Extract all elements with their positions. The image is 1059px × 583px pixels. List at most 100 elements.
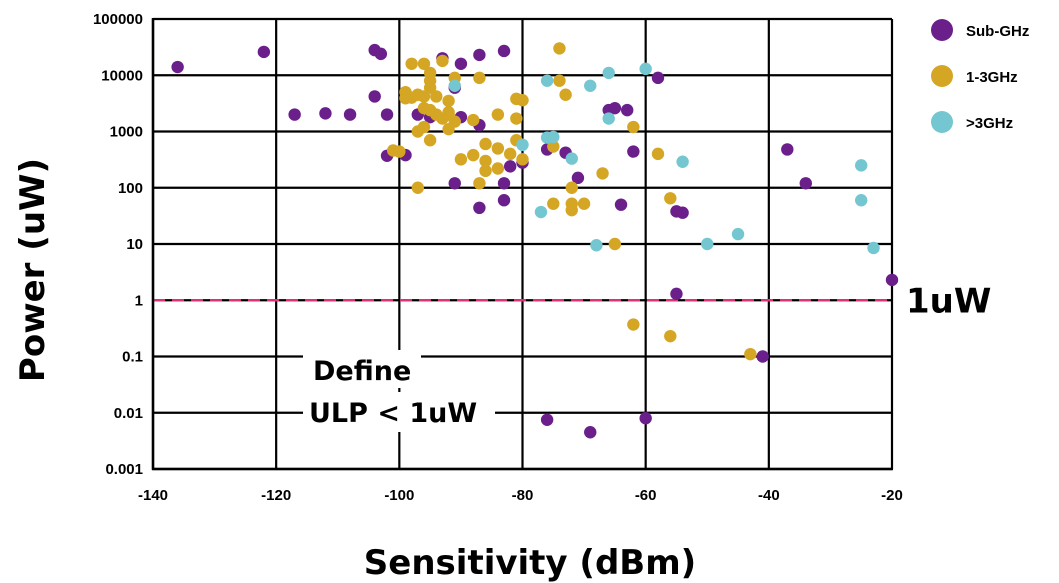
y-axis-title: Power (uW) [13,158,53,382]
data-point-sub-ghz [651,71,665,85]
data-point-sub-ghz [627,145,640,158]
data-point-1-3ghz [547,140,560,153]
data-point-1-3ghz [467,113,480,127]
data-point-sub-ghz [497,194,511,207]
data-point-1-3ghz [454,153,468,166]
data-point-1-3ghz [436,54,449,68]
data-point-sub-ghz [448,177,461,190]
data-point-over-3ghz [565,152,578,165]
data-point-1-3ghz [664,192,677,205]
data-point-1-3ghz [608,237,622,251]
data-point-over-3ghz [867,241,880,255]
data-point-1-3ghz [516,94,529,107]
data-point-over-3ghz [701,237,714,251]
y-tick-label: 10 [126,236,143,253]
data-point-sub-ghz [614,198,628,211]
data-point-over-3ghz [602,112,615,125]
data-point-over-3ghz [590,239,603,252]
data-point-1-3ghz [473,177,486,190]
data-point-sub-ghz [288,108,301,121]
data-point-1-3ghz [565,181,578,194]
data-point-over-3ghz [855,194,868,207]
annotation-group: Define ULP < 1uW [303,350,495,432]
x-axis-title: Sensitivity (dBm) [364,543,696,583]
data-point-sub-ghz [473,201,486,215]
data-point-over-3ghz [602,66,615,80]
data-point-sub-ghz [608,101,622,115]
data-point-1-3ghz [627,318,640,331]
annotation-bg [303,392,495,432]
legend-marker [931,19,953,41]
data-point-sub-ghz [503,160,517,173]
data-point-1-3ghz [467,148,480,162]
data-point-1-3ghz [479,137,492,151]
data-point-1-3ghz [577,197,591,210]
x-tick-label: -140 [138,487,168,504]
data-point-sub-ghz [374,47,388,61]
data-point-1-3ghz [491,142,505,155]
y-tick-label: 100000 [93,11,143,28]
data-point-1-3ghz [417,90,431,103]
data-point-1-3ghz [442,122,455,136]
legend-label: Sub-GHz [966,23,1029,40]
annotation-line: Define [313,356,411,387]
data-point-1-3ghz [491,162,505,175]
data-point-1-3ghz [510,112,523,125]
data-point-over-3ghz [540,74,554,87]
legend: Sub-GHz 1-3GHz >3GHz [931,19,1029,133]
axes: -140 -120 -100 -80 -60 -40 -20 0.001 0.01 0.1 1 10 1… [13,11,903,583]
data-point-over-3ghz [731,227,745,241]
data-point-sub-ghz [676,206,689,219]
data-point-sub-ghz [497,44,511,58]
data-point-sub-ghz [670,287,683,301]
data-point-1-3ghz [744,347,757,361]
reference-line-label: 1uW [906,281,991,321]
data-point-1-3ghz [547,197,560,210]
data-point-1-3ghz [442,94,455,108]
data-point-sub-ghz [885,273,899,287]
data-point-1-3ghz [423,134,437,147]
data-point-1-3ghz [565,203,578,217]
y-tick-label: 100 [118,180,143,197]
data-point-1-3ghz [479,154,492,168]
data-point-over-3ghz [547,130,560,144]
data-point-over-3ghz [516,138,529,152]
data-point-1-3ghz [664,329,677,343]
data-point-1-3ghz [627,120,640,134]
data-point-sub-ghz [319,107,332,120]
y-tick-label: 0.001 [105,461,143,478]
reference-line-group: 1uW [153,281,991,321]
grid [151,17,894,471]
data-point-over-3ghz [534,205,548,219]
data-point-sub-ghz [257,45,271,59]
data-points [171,42,899,439]
data-point-sub-ghz [584,426,597,439]
legend-marker [931,111,953,133]
annotation-bg [303,350,421,388]
x-tick-label: -40 [758,487,780,504]
data-point-1-3ghz [442,106,455,119]
data-point-sub-ghz [756,350,769,363]
y-tick-label: 1 [135,292,143,309]
data-point-sub-ghz [497,177,511,190]
data-point-sub-ghz [473,48,486,62]
data-point-1-3ghz [411,181,425,194]
data-point-sub-ghz [540,413,554,426]
data-point-1-3ghz [399,85,412,99]
data-point-1-3ghz [516,153,529,166]
data-point-1-3ghz [393,145,406,158]
legend-label: 1-3GHz [966,69,1018,86]
data-point-sub-ghz [454,57,468,70]
data-point-1-3ghz [411,125,425,138]
x-tick-label: -120 [261,487,291,504]
x-tick-label: -60 [635,487,657,504]
data-point-sub-ghz [781,143,794,156]
legend-label: >3GHz [966,115,1013,132]
data-point-sub-ghz [571,171,585,185]
data-point-1-3ghz [405,57,418,70]
annotation-line: ULP < 1uW [309,398,477,429]
data-point-1-3ghz [473,71,486,85]
x-tick-label: -80 [512,487,534,504]
data-point-over-3ghz [584,79,597,92]
